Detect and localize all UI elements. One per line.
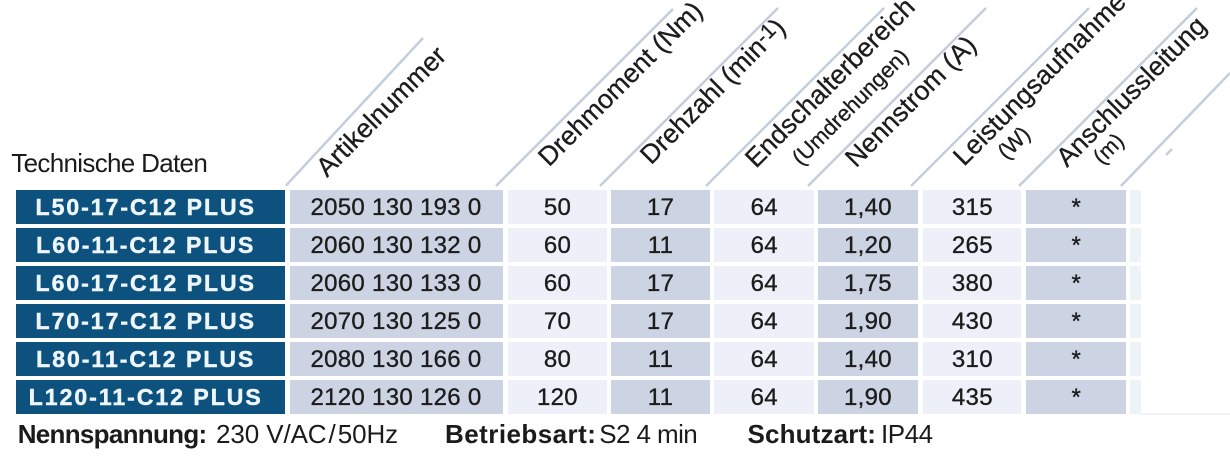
svg-text:Drehmoment (Nm): Drehmoment (Nm) xyxy=(532,0,708,172)
svg-text:Artikelnummer: Artikelnummer xyxy=(310,40,452,182)
